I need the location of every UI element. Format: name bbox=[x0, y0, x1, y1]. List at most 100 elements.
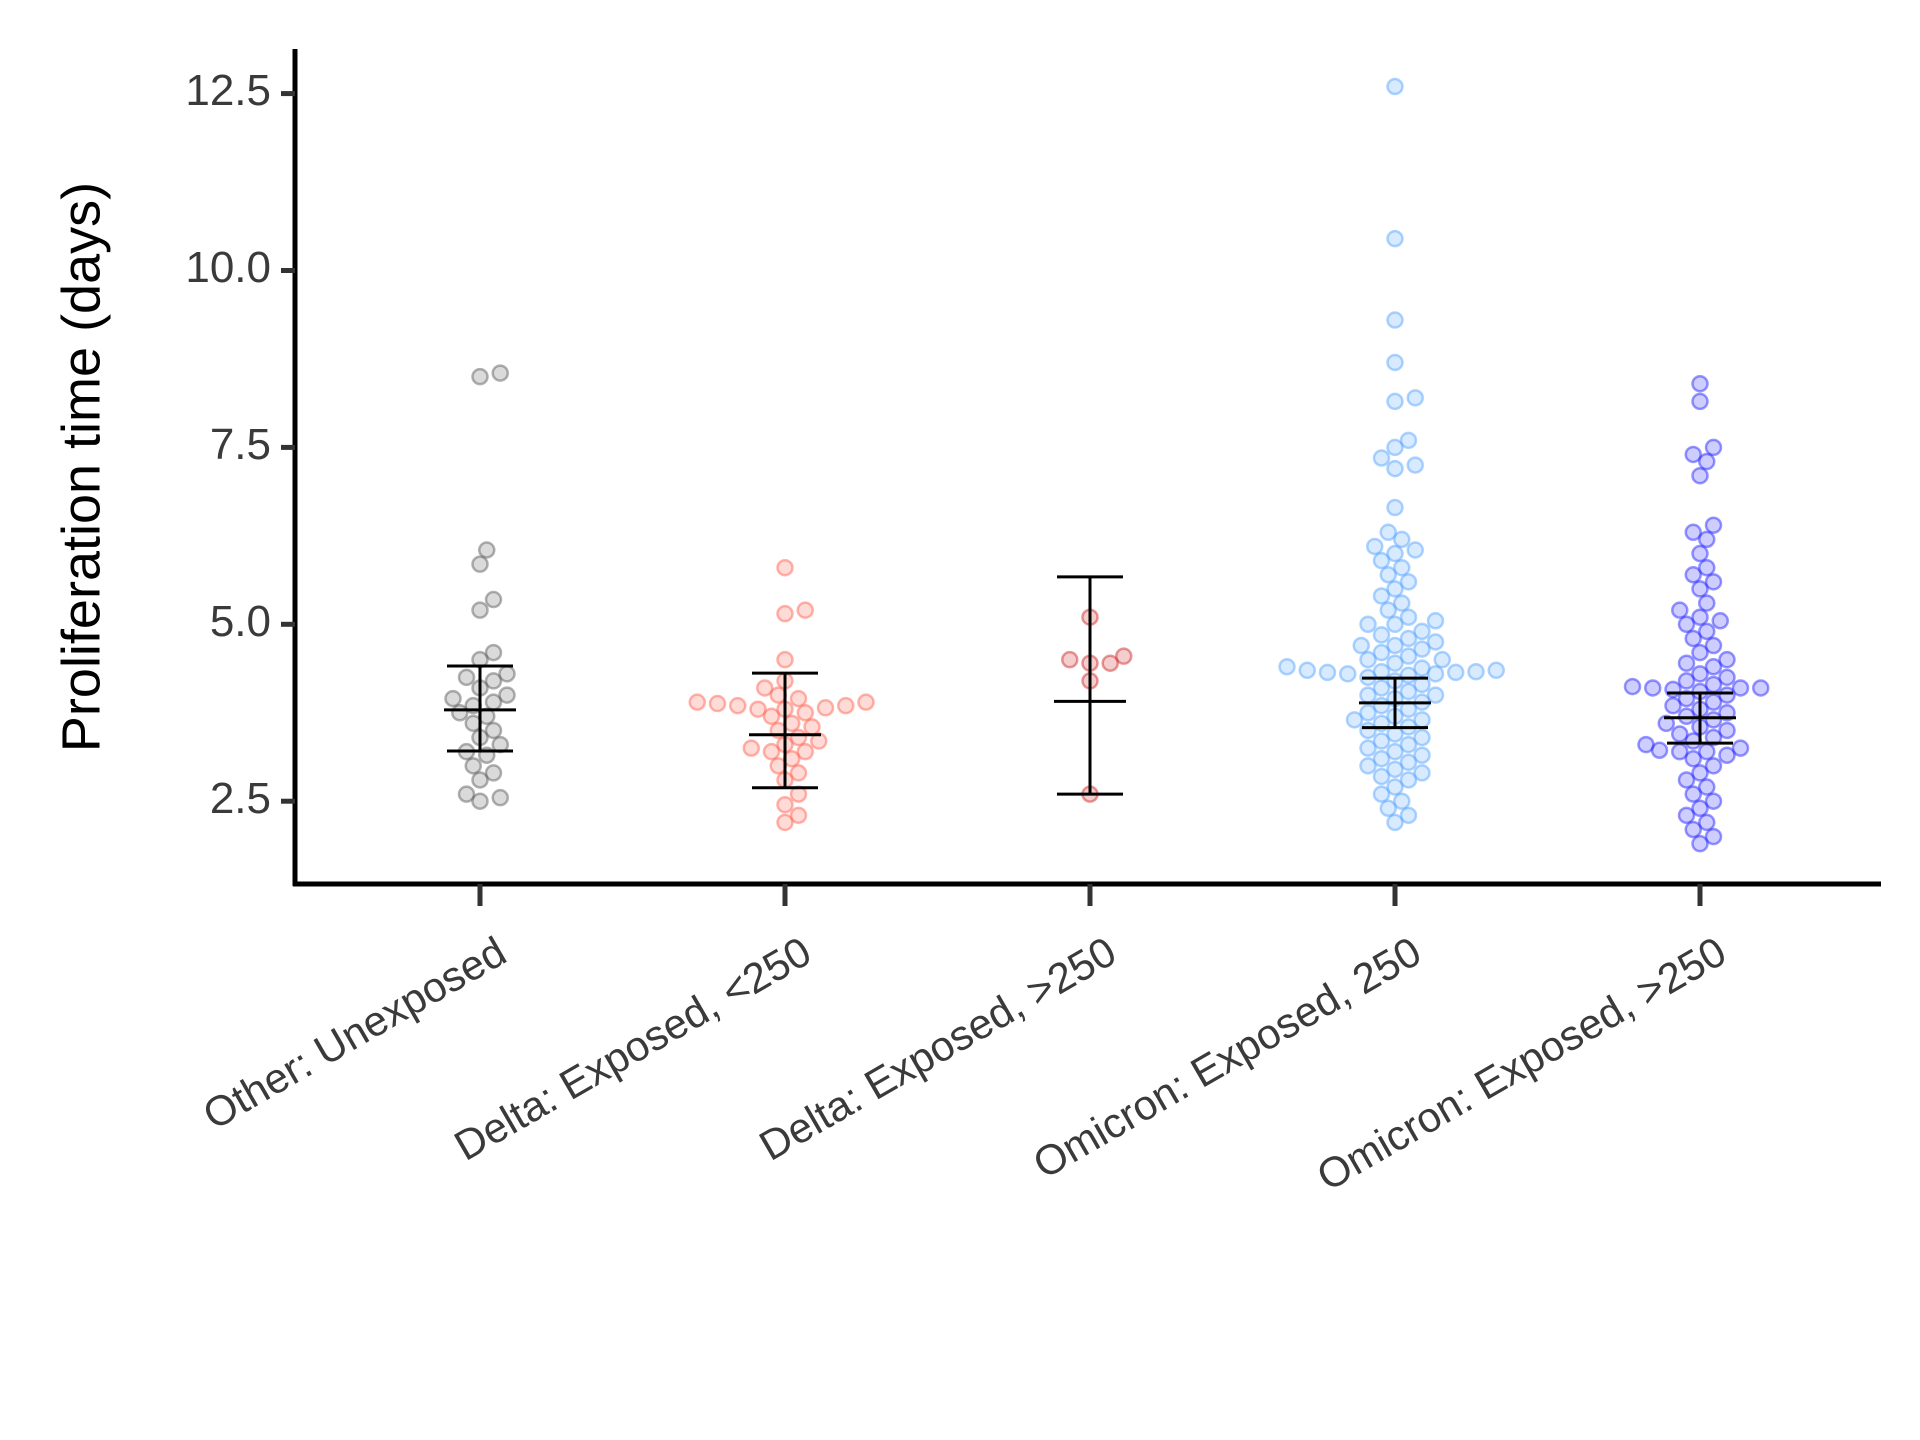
data-point bbox=[1718, 746, 1736, 764]
data-point bbox=[1399, 771, 1418, 789]
data-point bbox=[1426, 633, 1445, 651]
data-point bbox=[498, 665, 516, 683]
data-point bbox=[1704, 827, 1723, 846]
data-point bbox=[1671, 601, 1689, 619]
data-point bbox=[1731, 679, 1750, 697]
data-point bbox=[1413, 728, 1431, 747]
data-point bbox=[816, 699, 835, 717]
y-tick-label: 5.0 bbox=[210, 597, 271, 646]
data-point bbox=[1650, 741, 1669, 760]
data-point bbox=[1467, 662, 1485, 681]
data-point bbox=[1704, 792, 1723, 810]
data-point bbox=[1386, 311, 1404, 329]
data-point bbox=[1704, 757, 1723, 775]
data-point bbox=[1752, 679, 1770, 697]
data-point bbox=[1399, 431, 1418, 450]
data-point bbox=[837, 696, 855, 715]
data-point bbox=[1677, 654, 1696, 672]
data-point bbox=[444, 689, 462, 708]
data-point bbox=[776, 813, 794, 832]
data-point bbox=[1447, 663, 1465, 682]
data-point bbox=[1379, 523, 1397, 542]
data-point bbox=[1386, 760, 1404, 779]
data-point bbox=[1704, 693, 1723, 711]
data-point bbox=[749, 700, 767, 718]
data-point bbox=[1691, 544, 1709, 563]
data-point bbox=[1413, 711, 1431, 729]
data-point bbox=[1393, 558, 1411, 577]
data-point bbox=[796, 601, 814, 619]
data-point bbox=[1101, 654, 1119, 672]
data-point bbox=[776, 650, 794, 669]
y-axis-title: Proliferation time (days) bbox=[51, 182, 111, 752]
data-point bbox=[1393, 594, 1411, 612]
data-point bbox=[1677, 771, 1696, 789]
data-point bbox=[1372, 767, 1391, 786]
data-point bbox=[796, 704, 814, 722]
data-point bbox=[1115, 647, 1133, 665]
data-point bbox=[1691, 799, 1709, 818]
data-point bbox=[1359, 615, 1377, 634]
data-point bbox=[1406, 541, 1424, 559]
data-point bbox=[457, 785, 476, 803]
data-point bbox=[1399, 629, 1418, 648]
data-point bbox=[1718, 668, 1736, 687]
data-point bbox=[1386, 77, 1404, 96]
data-point bbox=[1698, 558, 1716, 577]
data-point bbox=[1359, 650, 1377, 669]
data-point bbox=[1704, 728, 1723, 747]
data-point bbox=[1406, 456, 1424, 474]
data-point bbox=[1345, 711, 1364, 729]
data-point bbox=[1644, 679, 1662, 697]
data-point bbox=[1711, 612, 1729, 630]
data-point bbox=[1704, 636, 1723, 655]
data-point bbox=[1698, 622, 1716, 641]
data-point bbox=[1372, 551, 1391, 570]
data-point bbox=[471, 367, 489, 386]
data-point bbox=[1318, 663, 1337, 682]
data-point bbox=[803, 718, 821, 736]
data-point bbox=[484, 764, 503, 782]
data-point bbox=[1487, 661, 1505, 680]
data-point bbox=[1352, 636, 1370, 655]
data-point bbox=[491, 788, 509, 807]
data-point bbox=[1704, 438, 1723, 457]
data-point bbox=[1399, 647, 1418, 665]
data-point bbox=[1718, 686, 1736, 704]
data-point bbox=[1379, 799, 1397, 818]
data-point bbox=[1061, 650, 1079, 669]
data-point bbox=[484, 721, 503, 740]
data-point bbox=[1372, 785, 1391, 803]
swarm bbox=[1278, 77, 1505, 832]
data-point bbox=[1413, 746, 1431, 764]
data-point bbox=[1413, 640, 1431, 658]
data-point bbox=[1623, 677, 1642, 696]
data-point bbox=[1677, 672, 1696, 690]
data-point bbox=[1718, 721, 1736, 740]
data-point bbox=[1386, 438, 1404, 457]
data-point bbox=[1386, 392, 1404, 411]
data-point bbox=[1691, 764, 1709, 782]
data-point bbox=[1366, 537, 1384, 556]
data-point bbox=[471, 555, 489, 573]
data-point bbox=[1386, 580, 1404, 598]
data-point bbox=[1698, 452, 1716, 471]
data-point bbox=[1698, 778, 1716, 796]
data-point bbox=[1704, 516, 1723, 534]
data-point bbox=[789, 689, 808, 708]
data-point bbox=[1704, 711, 1723, 729]
data-point bbox=[762, 707, 781, 726]
data-point bbox=[776, 558, 794, 577]
data-point bbox=[796, 742, 814, 761]
data-point bbox=[1691, 834, 1709, 853]
data-point bbox=[708, 694, 727, 713]
data-point bbox=[1359, 739, 1377, 757]
data-point bbox=[1372, 626, 1391, 644]
y-tick-label: 2.5 bbox=[210, 774, 271, 823]
data-point bbox=[1386, 813, 1404, 832]
data-point bbox=[1691, 665, 1709, 683]
data-point bbox=[1684, 750, 1702, 768]
data-point bbox=[1684, 785, 1702, 803]
data-point bbox=[1413, 622, 1431, 641]
y-tick-label: 7.5 bbox=[210, 420, 271, 469]
